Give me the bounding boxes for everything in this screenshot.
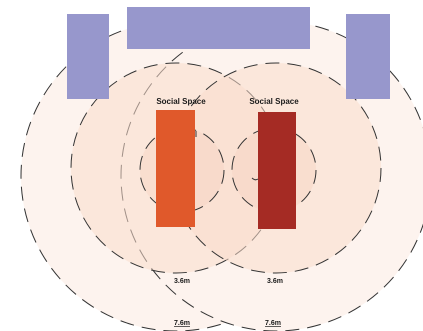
person-right [258, 112, 296, 229]
labels: Social Space Social Space 3.6m 3.6m 7.6m… [156, 97, 299, 327]
outer-distance-left: 7.6m [174, 320, 190, 327]
social-label-left: Social Space [156, 97, 206, 106]
outer-distance-right: 7.6m [265, 320, 281, 327]
inner-distance-right: 3.6m [267, 278, 283, 285]
social-zones [70, 62, 382, 274]
person-right-marker [251, 177, 259, 181]
inner-distance-left: 3.6m [174, 278, 190, 285]
right-table [346, 14, 390, 99]
top-table [127, 7, 310, 49]
left-table [67, 14, 109, 99]
people [156, 110, 296, 229]
person-left [156, 110, 195, 227]
social-label-right: Social Space [249, 97, 299, 106]
tables [67, 7, 390, 99]
